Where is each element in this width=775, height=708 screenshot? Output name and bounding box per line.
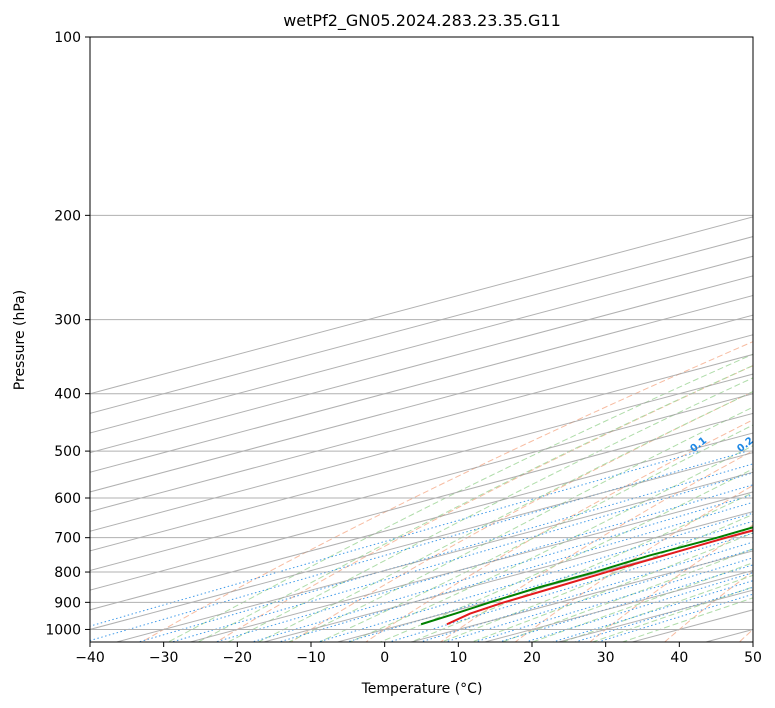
x-axis-label: Temperature (°C): [361, 681, 483, 697]
moist-adiabat: [561, 574, 753, 642]
y-axis-label: Pressure (hPa): [12, 290, 28, 390]
isotherm: [90, 236, 753, 414]
y-tick-label: 300: [54, 313, 81, 329]
x-tick-label: −40: [75, 650, 105, 666]
plot-area: 0.10.20.40.611.52346810131620253036-100-…: [90, 37, 753, 642]
x-tick-label: 20: [523, 650, 541, 666]
isotherm: [90, 432, 753, 611]
dry-adiabat: [439, 450, 753, 642]
axes: −40 −30 −20 −10 0 10 20 30 40 50 100 200 300 400 500 60…: [45, 30, 762, 666]
isotherm: [90, 275, 753, 454]
moist-adiabat: [409, 492, 753, 642]
isotherms: [90, 216, 753, 642]
moist-adiabat: [531, 562, 753, 642]
isotherm: [90, 412, 753, 591]
y-tick-label: 400: [54, 387, 81, 403]
isotherm: [90, 393, 753, 572]
isotherm: [188, 491, 753, 642]
chart-title: wetPf2_GN05.2024.283.23.35.G11: [283, 11, 561, 31]
moist-adiabat: [287, 406, 753, 642]
isotherm: [261, 511, 753, 642]
isotherm: [90, 216, 753, 395]
x-tick-label: 40: [670, 650, 688, 666]
sounding-series: [420, 526, 753, 626]
y-tick-label: 200: [54, 208, 81, 224]
moist-adiabat: [348, 445, 753, 642]
x-tick-label: 10: [449, 650, 467, 666]
x-tick-label: −20: [223, 650, 253, 666]
y-tick-label: 900: [54, 595, 81, 611]
isotherm: [90, 294, 753, 473]
y-tick-label: 100: [54, 30, 81, 46]
x-tick-label: 30: [597, 650, 615, 666]
isotherm: [90, 452, 753, 630]
y-tick-label: 600: [54, 491, 81, 507]
y-tick-label: 500: [54, 444, 81, 460]
dry-adiabat: [140, 341, 753, 642]
moist-adiabat: [227, 377, 753, 642]
dry-adiabat: [514, 484, 753, 642]
x-tick-label: 50: [744, 650, 762, 666]
x-tick-label: −30: [149, 650, 179, 666]
dry-adiabats: [140, 341, 753, 642]
dry-adiabat: [215, 365, 753, 642]
temperature-line: [446, 529, 753, 626]
y-tick-label: 1000: [45, 622, 81, 638]
moist-adiabat: [379, 468, 753, 642]
x-tick-label: 0: [380, 650, 389, 666]
moist-adiabat: [167, 353, 753, 642]
dry-adiabat: [364, 419, 753, 642]
moist-adiabat: [257, 391, 753, 642]
moist-adiabat: [591, 586, 753, 642]
x-tick-label: −10: [296, 650, 326, 666]
isotherm: [90, 255, 753, 434]
plot-frame: [89, 36, 754, 643]
y-tick-label: 800: [54, 565, 81, 581]
y-tick-label: 700: [54, 531, 81, 547]
moist-adiabat: [470, 532, 753, 642]
moist-adiabats: [167, 353, 753, 642]
isotherm: [114, 471, 753, 642]
isotherm: [90, 373, 753, 552]
moist-adiabat: [196, 364, 753, 642]
isotherm: [90, 314, 753, 493]
pressure-gridlines: [90, 37, 753, 630]
